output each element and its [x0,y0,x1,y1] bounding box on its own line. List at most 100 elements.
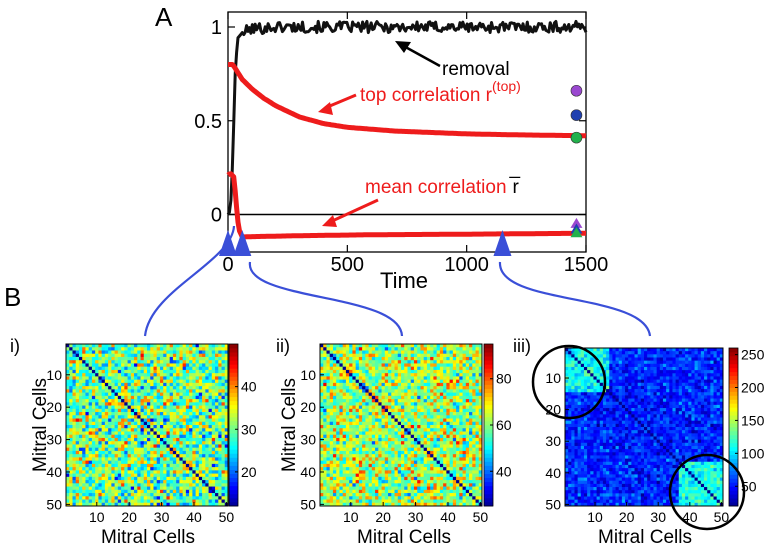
heatmap-cell [452,399,457,403]
heatmap-cell [378,418,382,423]
heatmap-cell [121,402,125,406]
heatmap-cell [150,450,154,455]
heatmap-cell [221,428,226,432]
heatmap-cell [78,399,83,403]
heatmap-cell [176,496,180,500]
heatmap-cell [320,379,324,384]
heatmap-cell [449,483,454,487]
heatmap-cell [446,470,450,474]
heatmap-cell [345,486,350,491]
heatmap-cell [404,379,408,384]
heatmap-cell [150,418,154,423]
heatmap-cell [163,473,167,478]
heatmap-cell [433,457,438,462]
heatmap-cell [215,356,219,361]
heatmap-cell [475,360,480,364]
heatmap-cell [98,499,103,504]
heatmap-cell [195,379,200,384]
heatmap-cell [95,454,99,458]
heatmap-cell [176,382,180,387]
heatmap-cell [420,421,425,426]
heatmap-cell [446,353,450,358]
heatmap-cell [332,399,337,403]
heatmap-cell [130,467,135,471]
heatmap-cell [365,450,369,455]
heatmap-cell [130,350,135,355]
heatmap-cell [159,415,164,419]
heatmap-cell [329,412,334,416]
heatmap-cell [78,402,83,406]
heatmap-cell [202,428,206,432]
heatmap-cell [114,447,119,452]
heatmap-cell [326,392,331,397]
heatmap-cell [147,454,151,458]
heatmap-cell [329,386,334,390]
heatmap-cell [345,476,350,481]
heatmap-cell [82,399,86,403]
heatmap-cell [78,386,83,390]
heatmap-cell [439,444,444,449]
heatmap-cell [358,480,363,484]
heatmap-cell [215,344,219,348]
heatmap-cell [478,386,483,390]
heatmap-cell [121,344,125,348]
heatmap-cell [91,463,96,468]
heatmap-cell [420,347,425,351]
y-tick-label: 0.5 [194,111,222,133]
annotation-removal-arrowhead [395,41,411,53]
heatmap-cell [397,353,402,358]
heatmap-cell [85,369,90,374]
heatmap-cell [224,460,229,465]
heatmap-cell [362,431,366,436]
heatmap-cell [121,389,125,393]
heatmap-cell [430,408,434,413]
heatmap-cell [159,463,164,468]
heatmap-cell [140,460,145,465]
heatmap-cell [224,379,229,384]
heatmap-cell [88,418,93,423]
heatmap-cell [469,402,473,406]
heatmap-cell [140,421,145,426]
heatmap-cell [449,467,454,471]
heatmap-cell [88,467,93,471]
heatmap-cell [446,444,450,449]
heatmap-cell [169,493,174,497]
heatmap-cell [111,450,115,455]
heatmap-cell [358,399,363,403]
heatmap-cell [446,450,450,455]
heatmap-cell [88,382,93,387]
heatmap-cell [459,402,463,406]
heatmap-cell [172,402,177,406]
heatmap-cell [127,369,132,374]
heatmap-cell [388,369,392,374]
heatmap-cell [104,363,109,368]
heatmap-cell [166,493,171,497]
heatmap-cell [456,376,460,381]
heatmap-cell [352,418,357,423]
heatmap-cell [378,376,382,381]
heatmap-cell [166,476,171,481]
heatmap-cell [82,369,86,374]
heatmap-cell [342,395,347,400]
heatmap-cell [163,376,167,381]
heatmap-cell [381,392,386,397]
heatmap-cell [108,502,112,507]
heatmap-cell [423,473,428,478]
heatmap-cell [218,489,222,494]
heatmap-cell [91,450,96,455]
heatmap-cell [182,463,187,468]
heatmap-cell [114,402,119,406]
heatmap-cell [368,444,373,449]
heatmap-cell [326,376,331,381]
heatmap-cell [384,386,389,390]
heatmap-cell [172,431,177,436]
heatmap-cell [407,376,412,381]
heatmap-cell [147,366,151,371]
heatmap-cell [358,382,363,387]
heatmap-cell [78,450,83,455]
heatmap-cell [426,363,431,368]
heatmap-cell [169,428,174,432]
connector-curve-ii [248,261,404,337]
heatmap-cell [420,473,425,478]
heatmap-cell [147,350,151,355]
